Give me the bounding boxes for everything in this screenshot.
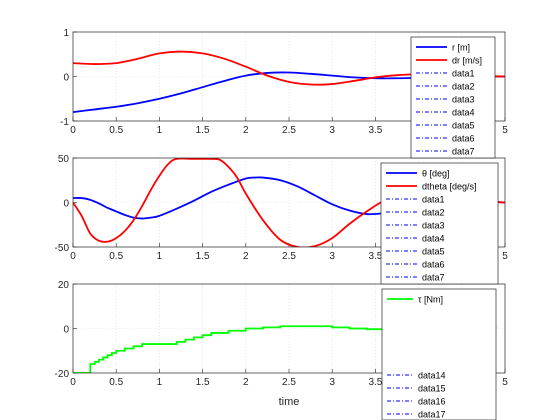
- x-tick-label: 2: [243, 377, 249, 388]
- legend-label: τ [Nm]: [418, 295, 443, 305]
- axes-box: [72, 283, 506, 374]
- x-tick-label: 5: [502, 125, 508, 136]
- legend-3[interactable]: τ [Nm] data14 data15 data16 data17: [381, 288, 497, 420]
- y-tick-label: 1: [63, 28, 69, 39]
- x-tick-label: 2.5: [282, 251, 296, 262]
- legend-label: data6: [452, 134, 475, 144]
- y-tick-label: 0: [63, 73, 69, 84]
- x-tick-label: 2: [243, 251, 249, 262]
- legend-label: data14: [418, 371, 446, 381]
- legend-label: data1: [452, 69, 475, 79]
- legend-label: θ [deg]: [422, 169, 450, 179]
- legend-label: data4: [422, 234, 445, 244]
- legend-label: data5: [452, 121, 475, 131]
- y-tick-label: 50: [58, 154, 70, 165]
- legend-label: data15: [418, 384, 446, 394]
- x-tick-label: 5: [502, 251, 508, 262]
- x-tick-label: 0: [70, 251, 76, 262]
- legend-2[interactable]: θ [deg] dtheta [deg/s] data1 data2 data3 data…: [380, 162, 499, 285]
- legend-label: data2: [452, 82, 475, 92]
- x-tick-label: 0: [70, 377, 76, 388]
- y-tick-label: 0: [63, 325, 69, 336]
- x-tick-label: 0.5: [109, 377, 123, 388]
- y-tick-label: -20: [55, 369, 70, 380]
- legend-label: data3: [422, 221, 445, 231]
- x-tick-label: 1.5: [196, 377, 210, 388]
- axes-box: [72, 157, 506, 248]
- x-tick-label: 1: [157, 377, 163, 388]
- legend-label: data17: [418, 410, 446, 420]
- legend-label: data2: [422, 208, 445, 218]
- x-tick-label: 1: [157, 125, 163, 136]
- x-tick-label: 1: [157, 251, 163, 262]
- y-tick-label: 20: [58, 280, 70, 291]
- legend-label: r [m]: [452, 43, 470, 53]
- x-tick-label: 1.5: [196, 125, 210, 136]
- legend-box: [380, 162, 499, 285]
- x-axis-label: time: [279, 396, 300, 408]
- y-tick-label: -50: [55, 243, 70, 254]
- legend-label: data5: [422, 247, 445, 257]
- axes-box: [72, 31, 506, 122]
- x-tick-label: 3: [329, 377, 335, 388]
- x-tick-label: 2.5: [282, 377, 296, 388]
- legend-label: data3: [452, 95, 475, 105]
- x-tick-label: 2: [243, 125, 249, 136]
- x-tick-label: 0.5: [109, 251, 123, 262]
- y-tick-label: -1: [60, 117, 69, 128]
- legend-label: data1: [422, 195, 445, 205]
- x-tick-label: 2.5: [282, 125, 296, 136]
- legend-box: [381, 288, 497, 420]
- x-tick-label: 0.5: [109, 125, 123, 136]
- x-tick-label: 0: [70, 125, 76, 136]
- x-tick-label: 5: [502, 377, 508, 388]
- x-tick-label: 3: [329, 125, 335, 136]
- legend-label: data7: [452, 147, 475, 157]
- legend-label: data16: [418, 397, 446, 407]
- y-tick-label: 0: [63, 199, 69, 210]
- legend-label: dr [m/s]: [452, 56, 482, 66]
- legend-label: data6: [422, 260, 445, 270]
- x-tick-label: 3.5: [368, 251, 382, 262]
- legend-label: data4: [452, 108, 475, 118]
- x-tick-label: 3.5: [368, 377, 382, 388]
- legend-label: dtheta [deg/s]: [422, 182, 477, 192]
- legend-label: data7: [422, 273, 445, 283]
- x-tick-label: 3: [329, 251, 335, 262]
- x-tick-label: 3.5: [368, 125, 382, 136]
- x-tick-label: 1.5: [196, 251, 210, 262]
- legend-1[interactable]: r [m] dr [m/s] data1 data2 data3 data4 data5 da…: [410, 36, 496, 159]
